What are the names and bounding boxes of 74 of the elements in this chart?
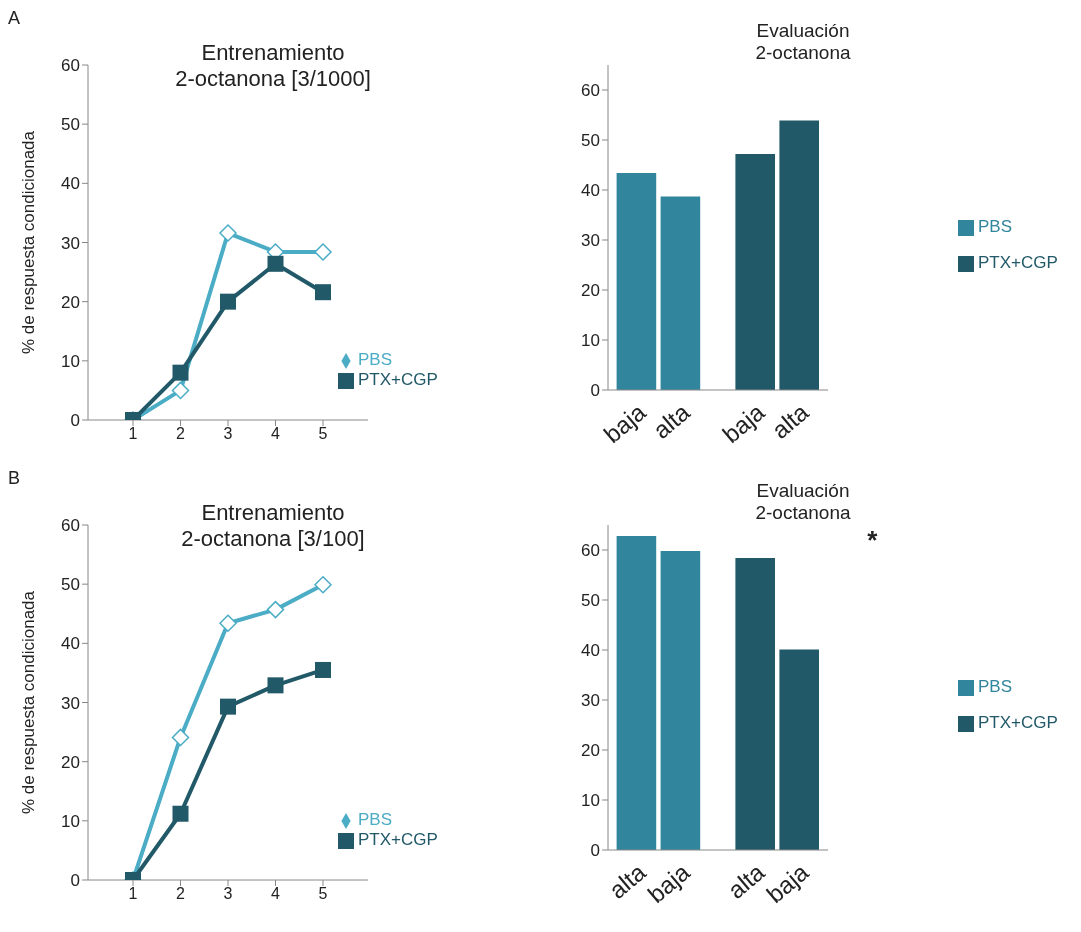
- y-tick-label: 40: [61, 174, 80, 194]
- point: [267, 677, 284, 694]
- point: [220, 698, 236, 715]
- x-tick-label: 5: [318, 425, 328, 443]
- point: [219, 614, 237, 632]
- y-tick-label: 60: [61, 516, 80, 536]
- x-tick-label: 1: [128, 885, 138, 903]
- x-tick-label: 4: [271, 885, 281, 903]
- chart-title: Entrenamiento: [201, 500, 345, 525]
- x-tick-label: 5: [318, 885, 328, 903]
- y-tick-label: 60: [581, 81, 600, 101]
- x-tick-label: 4: [271, 425, 281, 443]
- y-tick-label: 50: [61, 575, 80, 595]
- chart-subtitle: 2-octanona [3/100]: [181, 526, 365, 551]
- y-tick-label: 20: [61, 292, 80, 312]
- point: [172, 805, 189, 822]
- y-tick-label: 10: [61, 811, 80, 831]
- y-tick-label: 40: [581, 181, 600, 201]
- point: [172, 364, 189, 381]
- point: [314, 243, 332, 261]
- x-tick-label: 2: [176, 425, 186, 443]
- y-tick-label: 60: [61, 56, 80, 76]
- y-tick-label: 50: [61, 115, 80, 135]
- y-tick-label: 30: [61, 693, 80, 713]
- y-tick-label: 20: [61, 752, 80, 772]
- text: *: [867, 525, 878, 556]
- y-tick-label: 0: [590, 381, 600, 401]
- chart-title: Evaluación: [755, 20, 851, 42]
- y-tick-label: 40: [581, 641, 600, 661]
- legend-label: PBS: [358, 350, 393, 369]
- y-tick-label: 30: [581, 691, 600, 711]
- y-tick-label: 40: [61, 634, 80, 654]
- y-tick-label: 20: [581, 281, 600, 301]
- legend-label: PTX+CGP: [978, 253, 1058, 272]
- y-tick-label: 30: [61, 233, 80, 253]
- x-tick-label: 3: [223, 425, 233, 443]
- y-tick-label: 50: [581, 591, 600, 611]
- legend-label: PBS: [358, 810, 393, 829]
- x-tick-label: 2: [176, 885, 186, 903]
- y-axis-title: % de respuesta condicionada: [19, 130, 39, 355]
- legend-label: PTX+CGP: [358, 830, 438, 849]
- point: [266, 600, 285, 619]
- y-tick-label: 0: [590, 841, 600, 861]
- legend-label: PTX+CGP: [978, 713, 1058, 732]
- point: [219, 224, 237, 242]
- chart-title: Evaluación: [755, 480, 851, 502]
- point: [267, 255, 284, 272]
- legend-label: PTX+CGP: [358, 370, 438, 389]
- y-tick-label: 10: [581, 791, 600, 811]
- y-tick-label: 60: [581, 541, 600, 561]
- point: [171, 381, 190, 400]
- y-tick-label: 0: [70, 871, 80, 891]
- point: [315, 661, 331, 678]
- point: [220, 293, 236, 310]
- y-tick-label: 10: [61, 351, 80, 371]
- legend-label: PBS: [978, 217, 1013, 236]
- y-tick-label: 50: [581, 131, 600, 151]
- y-tick-label: 0: [70, 411, 80, 431]
- y-tick-label: 10: [581, 331, 600, 351]
- y-tick-label: 30: [581, 231, 600, 251]
- chart-subtitle: 2-octanona: [754, 42, 852, 64]
- y-tick-label: 20: [581, 741, 600, 761]
- point: [171, 728, 190, 747]
- text: B: [8, 468, 21, 489]
- chart-subtitle: 2-octanona: [754, 502, 852, 524]
- chart-title: Entrenamiento: [201, 40, 345, 65]
- text: A: [8, 8, 21, 29]
- point: [315, 284, 331, 301]
- legend-label: PBS: [978, 677, 1013, 696]
- y-axis-title: % de respuesta condicionada: [19, 590, 39, 815]
- point: [314, 576, 332, 594]
- chart-subtitle: 2-octanona [3/1000]: [175, 66, 371, 91]
- x-tick-label: 3: [223, 885, 233, 903]
- x-tick-label: 1: [128, 425, 138, 443]
